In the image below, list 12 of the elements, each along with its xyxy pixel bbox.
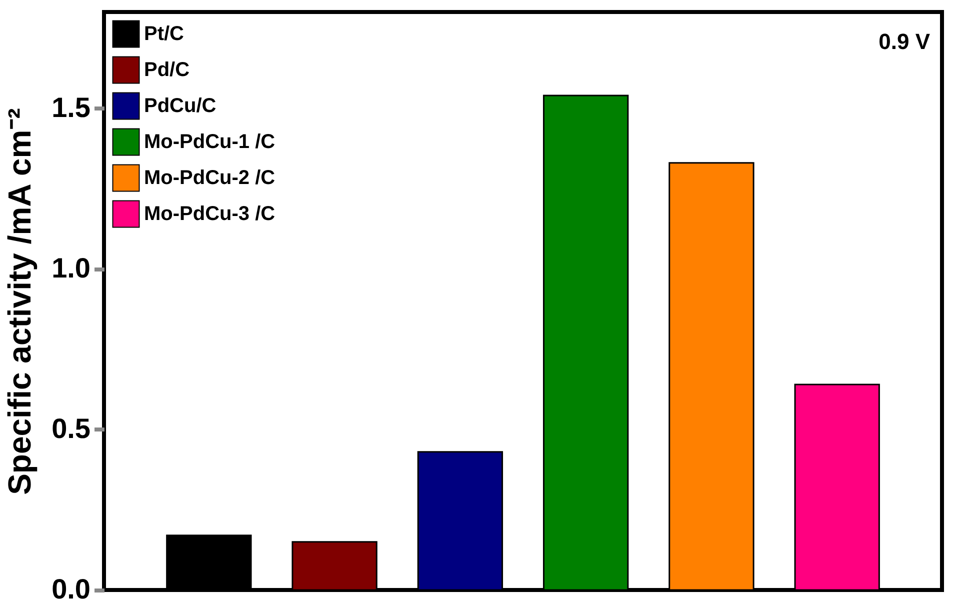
y-tick-label: 0.5	[52, 412, 90, 444]
y-tick-label: 1.5	[52, 92, 90, 123]
y-tick-label: 1.0	[52, 252, 90, 284]
legend-label: Mo-PdCu-3 /C	[144, 203, 276, 225]
legend-label: PdCu/C	[144, 95, 216, 117]
annotation: 0.9 V	[878, 29, 930, 54]
legend-label: Mo-PdCu-1 /C	[144, 131, 276, 153]
legend-label: Pt/C	[144, 23, 184, 45]
legend-label: Mo-PdCu-2 /C	[144, 167, 276, 189]
legend-label: Pd/C	[144, 59, 190, 81]
y-tick-label: 0.0	[52, 574, 90, 604]
y-axis-title: Specific activity /mA cm⁻²	[2, 108, 38, 495]
